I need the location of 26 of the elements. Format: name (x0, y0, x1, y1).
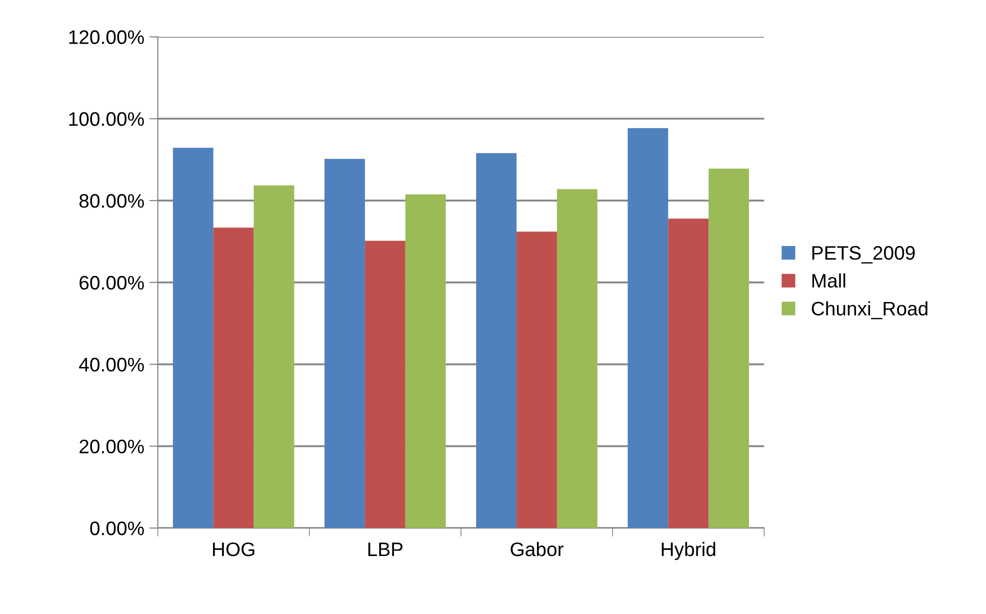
bar (364, 240, 406, 528)
bar (708, 168, 749, 528)
bar (628, 128, 668, 528)
legend-label: Mall (812, 273, 846, 288)
y-tick-label: 100.00% (69, 112, 144, 126)
y-tick-label: 40.00% (79, 358, 144, 372)
bar (213, 228, 254, 528)
legend-label: PETS_2009 (812, 246, 915, 264)
bar (405, 194, 446, 528)
y-tick-label: 60.00% (80, 276, 144, 290)
bar (476, 153, 517, 528)
y-tick-label: 20.00% (80, 440, 144, 454)
bar (556, 189, 598, 528)
y-tick-label: 0.00% (90, 522, 144, 536)
y-tick-label: 120.00% (69, 30, 144, 44)
bar (254, 185, 294, 528)
bar (324, 158, 365, 528)
bar (516, 232, 557, 528)
bar (172, 148, 214, 528)
x-tick-label: Gabor (510, 542, 564, 556)
y-tick-label: 80.00% (79, 194, 144, 208)
bar (668, 218, 709, 528)
x-tick-label: LBP (368, 542, 403, 556)
x-tick-label: Hybrid (662, 542, 716, 560)
legend-label: Chunxi_Road (812, 301, 928, 320)
x-tick-label: HOG (213, 542, 254, 556)
